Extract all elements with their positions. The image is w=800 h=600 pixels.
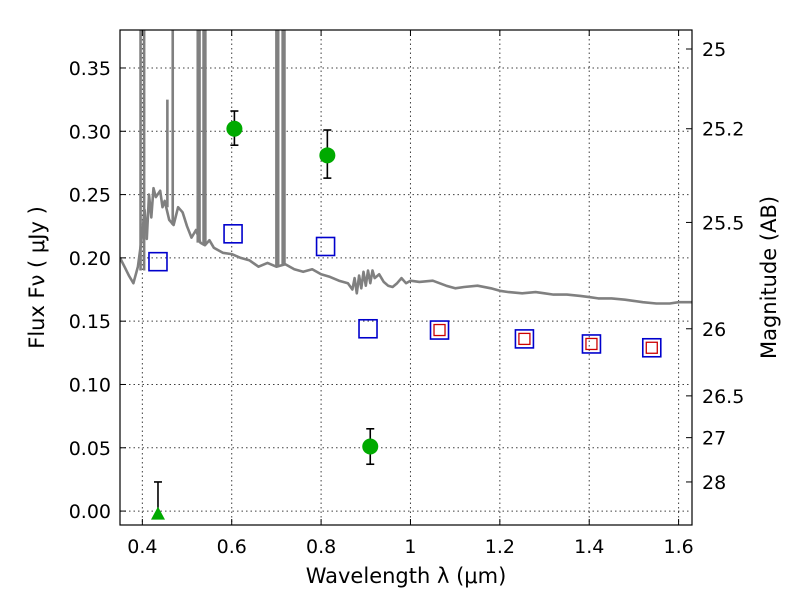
model-point-red xyxy=(433,323,446,337)
x-axis-label: Wavelength λ (μm) xyxy=(306,564,507,588)
x-tick-label: 1 xyxy=(404,536,416,558)
marker-layer xyxy=(148,110,662,520)
x-tick-label: 1.6 xyxy=(663,536,693,558)
model-point-blue xyxy=(641,337,662,358)
right-tick-label: 28 xyxy=(702,472,726,494)
x-tick-label: 1.4 xyxy=(574,536,604,558)
detection-point xyxy=(319,147,336,164)
right-tick-label: 26 xyxy=(702,319,726,341)
y-tick-label: 0.20 xyxy=(69,248,111,270)
x-tick-label: 0.4 xyxy=(127,536,157,558)
y-tick-label: 0.00 xyxy=(69,501,111,523)
right-tick-label: 25.2 xyxy=(702,119,744,141)
x-tick-label: 1.2 xyxy=(485,536,515,558)
y-tick-label: 0.35 xyxy=(69,58,111,80)
right-tick-label: 27 xyxy=(702,428,726,450)
y-axis-label: Flux Fν ( μJy ) xyxy=(25,206,49,349)
right-axis-label: Magnitude (AB) xyxy=(757,196,781,359)
model-point-blue xyxy=(315,236,336,257)
x-tick-label: 0.6 xyxy=(217,536,247,558)
plot-layer xyxy=(120,30,692,305)
x-tick-label: 0.8 xyxy=(306,536,336,558)
right-tick-label: 26.5 xyxy=(702,386,744,408)
y-tick-label: 0.25 xyxy=(69,185,111,207)
upper-limit-point xyxy=(150,506,165,520)
detection-point xyxy=(226,120,243,137)
model-point-blue xyxy=(358,318,378,339)
axis-ticks: 0.4 0.6 0.8 1 1.2 1.4 1.6 0.00 0.05 0.10 0.15 0.20 0… xyxy=(69,30,744,558)
model-point-red xyxy=(645,341,658,354)
model-point-blue xyxy=(223,224,243,244)
grid xyxy=(120,30,692,525)
y-tick-label: 0.15 xyxy=(69,311,111,333)
right-tick-label: 25 xyxy=(702,39,726,61)
detection-point xyxy=(362,438,379,455)
model-point-red xyxy=(518,332,531,346)
y-tick-label: 0.10 xyxy=(69,374,111,396)
right-tick-label: 25.5 xyxy=(702,212,744,234)
model-point-blue xyxy=(581,334,602,354)
plot-frame xyxy=(119,29,693,526)
model-spectrum-line xyxy=(120,186,692,305)
model-point-blue xyxy=(514,329,535,349)
y-tick-label: 0.05 xyxy=(69,438,111,460)
model-point-blue xyxy=(429,320,450,340)
model-point-blue xyxy=(148,251,168,272)
y-tick-label: 0.30 xyxy=(69,121,111,143)
model-point-red xyxy=(585,337,598,351)
